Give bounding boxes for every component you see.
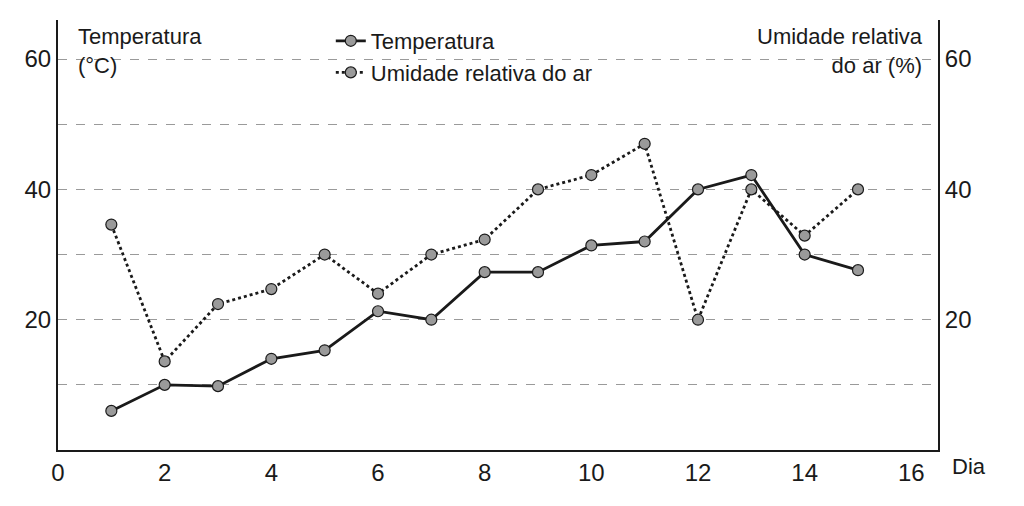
- svg-text:Temperatura(°C): Temperatura(°C): [78, 24, 202, 78]
- svg-text:Dia: Dia: [952, 454, 986, 479]
- svg-text:Umidade relativa do ar: Umidade relativa do ar: [371, 61, 592, 86]
- svg-text:Umidade relativado ar (%): Umidade relativado ar (%): [757, 24, 923, 78]
- svg-text:20: 20: [945, 306, 972, 333]
- svg-text:60: 60: [24, 45, 51, 72]
- svg-text:14: 14: [791, 459, 818, 486]
- svg-text:16: 16: [898, 459, 925, 486]
- svg-text:60: 60: [945, 45, 972, 72]
- svg-text:20: 20: [24, 306, 51, 333]
- svg-text:6: 6: [371, 459, 384, 486]
- svg-text:12: 12: [685, 459, 712, 486]
- svg-text:8: 8: [478, 459, 491, 486]
- svg-text:10: 10: [578, 459, 605, 486]
- svg-text:4: 4: [265, 459, 278, 486]
- svg-text:40: 40: [24, 176, 51, 203]
- svg-text:Temperatura: Temperatura: [371, 29, 495, 54]
- svg-text:2: 2: [158, 459, 171, 486]
- svg-text:40: 40: [945, 176, 972, 203]
- svg-text:0: 0: [51, 459, 64, 486]
